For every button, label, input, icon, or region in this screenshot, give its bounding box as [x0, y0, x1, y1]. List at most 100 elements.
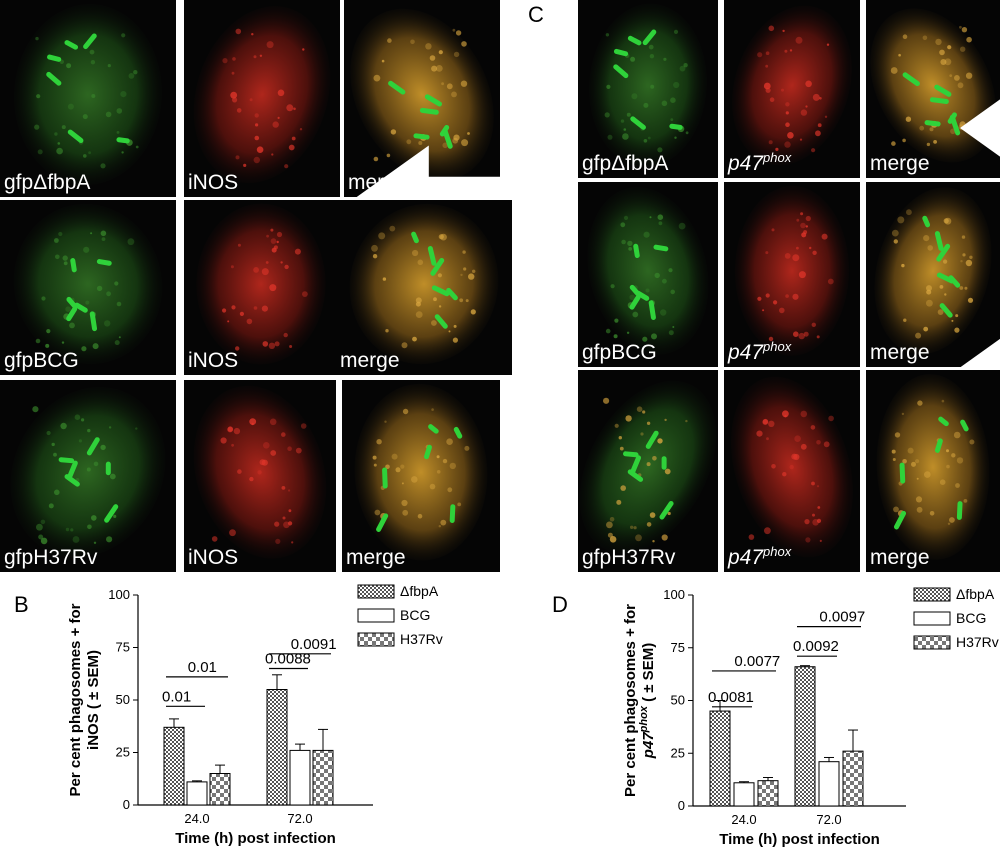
- micrograph-image: [724, 370, 860, 572]
- micrograph-gfpfbpa-1: gfpΔfbpA: [578, 0, 718, 178]
- legend-label: ΔfbpA: [956, 586, 995, 602]
- micrograph-label: iNOS: [188, 546, 239, 569]
- bar-bcg-24-0: [186, 781, 208, 806]
- micrograph-label: merge: [870, 152, 930, 175]
- micrograph-label: gfpΔfbpA: [582, 152, 669, 175]
- micrograph-image: [184, 200, 338, 375]
- x-axis-label: Time (h) post infection: [175, 830, 336, 847]
- micrograph-inos-1: iNOS: [184, 0, 340, 197]
- p-value-label: 0.0077: [734, 653, 780, 670]
- bar-fbpa-72-0: [794, 666, 816, 807]
- micrograph-label: gfpH37Rv: [582, 546, 676, 569]
- y-tick-label: 100: [108, 587, 130, 602]
- legend-label: ΔfbpA: [400, 583, 439, 599]
- y-tick-label: 50: [116, 692, 130, 707]
- micrograph-label: gfpBCG: [582, 341, 657, 364]
- micrograph-image: [184, 0, 340, 197]
- bar-fbpa-24-0: [709, 710, 731, 807]
- micrograph-image: [342, 380, 500, 572]
- micrograph-label: merge: [346, 546, 406, 569]
- y-tick-label: 25: [116, 745, 130, 760]
- micrograph-label: iNOS: [188, 171, 239, 194]
- bar-fbpa-72-0: [266, 689, 288, 806]
- legend-swatch-check: [913, 635, 951, 650]
- legend-swatch-dense: [357, 584, 395, 599]
- x-tick-label: 72.0: [816, 812, 841, 827]
- p-value-label: 0.01: [188, 659, 217, 676]
- micrograph-image: [866, 0, 1000, 178]
- micrograph-image: [0, 200, 176, 375]
- p-value-label: 0.0088: [265, 651, 311, 668]
- micrograph-label: gfpΔfbpA: [4, 171, 91, 194]
- micrograph-p47-3: p47phox: [724, 370, 860, 572]
- micrograph-merge-1: merge: [866, 0, 1000, 178]
- micrograph-merge-1: merge: [344, 0, 500, 197]
- micrograph-inos-2: iNOS: [184, 200, 338, 375]
- micrograph-label: merge: [870, 341, 930, 364]
- micrograph-image: [724, 182, 860, 367]
- chart-b: 0 25 50 75 100 Per cent phagosomes + for iNOS …: [60, 583, 510, 855]
- panel-letter-c: C: [528, 2, 544, 27]
- micrograph-label: merge: [870, 546, 930, 569]
- micrograph-image: [724, 0, 860, 178]
- legend-swatch-white: [913, 611, 951, 626]
- micrograph-image: [578, 182, 718, 367]
- micrograph-label-main: p47phox: [728, 339, 792, 364]
- micrograph-image: [578, 370, 718, 572]
- panel-letter-b: B: [14, 592, 29, 617]
- chart-d: 0 25 50 75 100 Per cent phagosomes + for p47ph…: [598, 585, 999, 855]
- bar-chart-b: 0 25 50 75 100 Per cent phagosomes + for iNOS …: [67, 583, 443, 847]
- bar-h37rv-72-0: [842, 750, 864, 807]
- micrograph-p47-1: p47phox: [724, 0, 860, 178]
- p-value-label: 0.0092: [793, 638, 839, 655]
- y-tick-label: 50: [671, 693, 685, 708]
- legend-swatch-white: [357, 608, 395, 623]
- micrograph-label-main: p47phox: [728, 150, 792, 175]
- micrograph-gfpbcg-2: gfpBCG: [0, 200, 176, 375]
- arrow-icon: [959, 99, 1000, 157]
- x-axis-label: Time (h) post infection: [719, 831, 880, 848]
- legend-swatch-check: [357, 632, 395, 647]
- y-tick-label: 100: [663, 587, 685, 602]
- micrograph-label: iNOS: [188, 349, 239, 372]
- micrograph-label: p47phox: [728, 545, 791, 568]
- p-value-label: 0.0097: [819, 609, 865, 626]
- p-value-label: 0.01: [162, 688, 191, 705]
- micrograph-image: [866, 182, 1000, 367]
- legend-swatch-dense: [913, 587, 951, 602]
- micrograph-merge-2: merge: [866, 182, 1000, 367]
- micrograph-image: [866, 370, 1000, 572]
- y-tick-label: 75: [116, 640, 130, 655]
- arrow-icon: [356, 145, 500, 197]
- p-value-label: 0.0081: [708, 689, 754, 706]
- micrograph-p47-2: p47phox: [724, 182, 860, 367]
- y-tick-label: 75: [671, 640, 685, 655]
- micrograph-label: gfpH37Rv: [4, 546, 98, 569]
- arrow-icon: [959, 338, 1000, 367]
- micrograph-merge-3: merge: [342, 380, 500, 572]
- micrograph-image: [0, 0, 176, 197]
- micrograph-merge-3: merge: [866, 370, 1000, 572]
- micrograph-image: [184, 380, 336, 572]
- y-axis-label-line2: p47phox ( ± SEM): [638, 643, 657, 759]
- micrograph-merge-2: merge: [336, 200, 512, 375]
- panel-letter-d: D: [552, 592, 568, 617]
- bar-bcg-24-0: [733, 782, 755, 807]
- y-tick-label: 0: [678, 798, 685, 813]
- micrograph-gfph37rv-3: gfpH37Rv: [0, 380, 176, 572]
- legend-label: BCG: [956, 610, 986, 626]
- micrograph-gfpfbpa-1: gfpΔfbpA: [0, 0, 176, 197]
- bar-bcg-72-0: [289, 749, 311, 806]
- micrograph-label-main: p47phox: [728, 544, 792, 569]
- x-tick-label: 72.0: [287, 811, 312, 826]
- x-tick-label: 24.0: [184, 811, 209, 826]
- legend-label: BCG: [400, 607, 430, 623]
- bar-h37rv-72-0: [312, 749, 334, 806]
- micrograph-image: [578, 0, 718, 178]
- micrograph-gfph37rv-3: gfpH37Rv: [578, 370, 718, 572]
- bar-h37rv-24-0: [209, 773, 231, 806]
- micrograph-inos-3: iNOS: [184, 380, 336, 572]
- bar-chart-d: 0 25 50 75 100 Per cent phagosomes + for p47ph…: [622, 586, 999, 848]
- micrograph-label: merge: [340, 349, 400, 372]
- micrograph-label: gfpBCG: [4, 349, 79, 372]
